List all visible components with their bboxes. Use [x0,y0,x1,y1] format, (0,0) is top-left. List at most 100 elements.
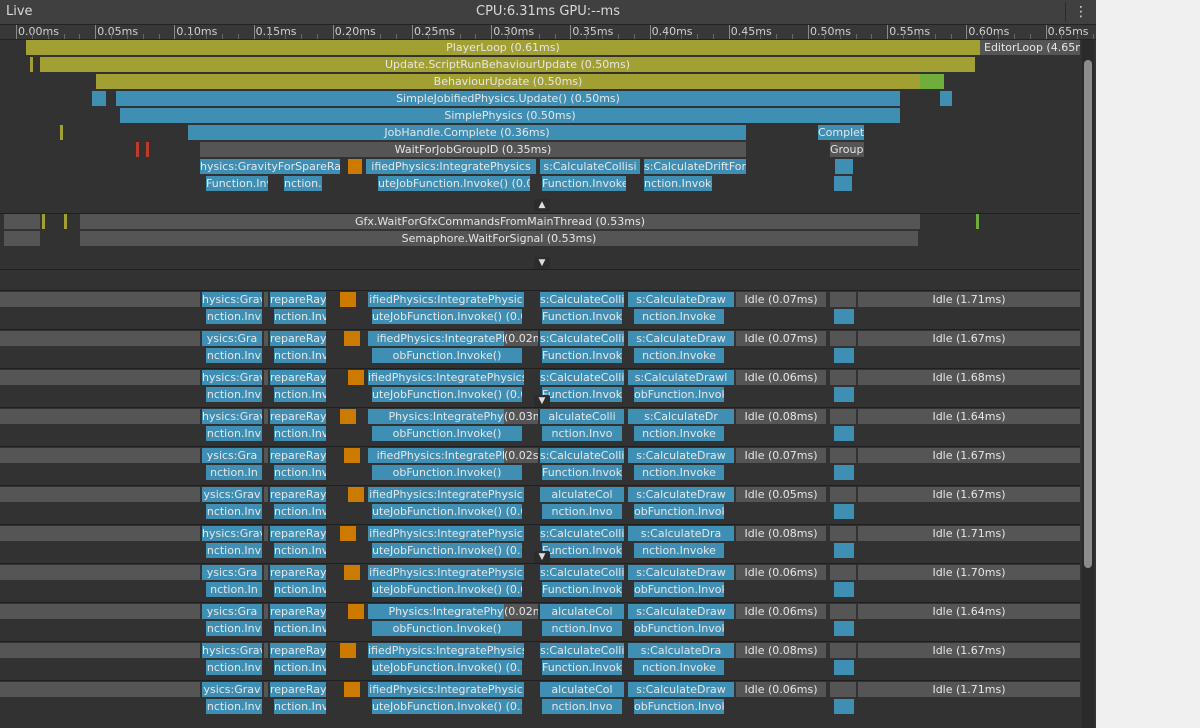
job-marker[interactable] [264,682,268,697]
invoke-marker[interactable] [834,621,854,636]
job-marker[interactable]: repareRayc [270,292,326,307]
job-marker[interactable]: s:CalculateDra [628,526,734,541]
invoke-marker[interactable]: Function.Invoke [542,387,622,402]
invoke-marker[interactable]: nction.Inv [206,543,262,558]
invoke-marker[interactable]: nction.Inv [274,426,326,441]
invoke-marker[interactable]: nction.Invo [542,426,622,441]
invoke-marker[interactable] [834,426,854,441]
job-marker[interactable]: repareRayc [270,487,326,502]
job-marker[interactable]: hysics:Grav [202,526,262,541]
job-marker[interactable] [830,448,856,463]
job-marker-highlight[interactable] [344,331,360,346]
invoke-marker[interactable] [834,582,854,597]
invoke-marker[interactable]: obFunction.Invoke [634,621,724,636]
job-marker[interactable]: s:CalculateDraw [628,604,734,619]
job-marker[interactable]: repareRayc [270,604,326,619]
invoke-marker[interactable]: Function.Invoke [542,309,622,324]
job-marker[interactable] [264,409,268,424]
invoke-marker[interactable]: nction.Invoke [634,348,724,363]
invoke-marker[interactable]: Function.Invoke [542,660,622,675]
job-marker[interactable]: s:CalculateDraw [628,448,734,463]
job-marker[interactable]: repareRayc [270,331,326,346]
invoke-marker[interactable]: nction.Inve [274,309,326,324]
worker-idle-bar[interactable]: Idle (1.64ms) [858,409,1080,424]
editor-loop-marker[interactable]: EditorLoop (4.65ms [980,40,1080,55]
job-marker[interactable] [830,370,856,385]
invoke-marker[interactable]: nction.Inv [206,348,262,363]
job-marker[interactable]: hysics:Grav [202,370,262,385]
job-marker[interactable]: ifiedPhysics:IntegratePhy [368,331,524,346]
job-marker[interactable]: s:CalculateDriftForSt [644,159,746,174]
worker-idle-bar[interactable]: Idle (0.06ms) [736,604,826,619]
job-marker[interactable]: repareRayo [270,526,326,541]
job-marker[interactable]: ysics:Grav [202,682,262,697]
job-marker[interactable]: s:CalculateDraw [628,331,734,346]
job-marker[interactable]: s:CalculateDra [628,643,734,658]
job-marker[interactable]: s:CalculateCollisi [540,370,624,385]
job-marker[interactable]: alculateCol [540,682,624,697]
worker-idle-bar[interactable]: Idle (1.71ms) [858,526,1080,541]
job-marker-highlight[interactable] [340,643,356,658]
worker-idle-bar[interactable]: Idle (0.08ms) [736,409,826,424]
job-marker[interactable]: hysics:Grav [202,292,262,307]
job-marker[interactable]: ysics:Gra [202,331,262,346]
invoke-marker[interactable]: uteJobFunction.Invoke() (0.0 [372,387,522,402]
job-marker[interactable] [830,604,856,619]
invoke-marker[interactable]: nction.Invoke [634,660,724,675]
worker-idle-bar[interactable] [0,448,200,463]
job-marker-highlight[interactable] [348,159,362,174]
worker-idle-bar[interactable]: Idle (1.67ms) [858,448,1080,463]
job-marker[interactable] [264,565,268,580]
invoke-marker[interactable]: obFunction.Invoke() [372,621,522,636]
job-marker[interactable] [830,682,856,697]
job-marker[interactable]: ifiedPhysics:IntegratePhysics [368,643,524,658]
job-marker[interactable]: hysics:GravityForSpareRay [200,159,340,174]
job-marker[interactable]: s:CalculateDraw [628,292,734,307]
invoke-marker[interactable]: nction.Invoke [644,176,712,191]
update-script-marker[interactable]: Update.ScriptRunBehaviourUpdate (0.50ms) [40,57,975,72]
job-marker[interactable] [830,487,856,502]
render-marker[interactable] [4,214,40,229]
job-marker[interactable]: s:CalculateCollis [540,331,624,346]
worker-idle-bar[interactable]: Idle (1.68ms) [858,370,1080,385]
job-marker[interactable]: repareRayc [270,370,326,385]
worker-idle-bar[interactable]: Idle (0.07ms) [736,292,826,307]
job-marker[interactable]: s:CalculateCollis [540,643,624,658]
complete-short-marker[interactable]: Complete [818,125,864,140]
job-marker[interactable]: (0.03m [504,409,538,424]
job-marker[interactable]: ifiedPhysics:IntegratePhysics [366,159,536,174]
worker-idle-bar[interactable] [0,370,200,385]
invoke-marker[interactable]: nction.Inve [274,582,326,597]
simple-physics-marker[interactable]: SimplePhysics (0.50ms) [120,108,900,123]
job-marker[interactable] [830,331,856,346]
invoke-marker[interactable]: obFunction.Invoke [634,699,724,714]
job-marker[interactable]: ifiedPhysics:IntegratePhy [368,448,524,463]
jobified-update-marker[interactable]: SimpleJobifiedPhysics.Update() (0.50ms) [116,91,900,106]
worker-idle-bar[interactable] [0,565,200,580]
invoke-marker[interactable]: nction.Inv [206,504,262,519]
job-marker-highlight[interactable] [340,292,356,307]
job-marker[interactable]: (0.02s [504,448,538,463]
invoke-marker[interactable]: nction.Inve [274,660,326,675]
job-marker[interactable]: ifiedPhysics:IntegratePhysic [368,682,524,697]
worker-idle-bar[interactable] [0,682,200,697]
wait-group-marker[interactable]: WaitForJobGroupID (0.35ms) [200,142,746,157]
invoke-marker[interactable]: Function.Invo [206,176,268,191]
invoke-marker[interactable]: nction.Inve [274,621,326,636]
job-marker-highlight[interactable] [344,565,360,580]
worker-idle-bar[interactable] [0,643,200,658]
job-marker[interactable]: s:CalculateCollisi [540,526,624,541]
job-marker-highlight[interactable] [344,448,360,463]
worker-idle-bar[interactable]: Idle (1.71ms) [858,682,1080,697]
invoke-marker[interactable]: nction.Inv [274,387,326,402]
expand-worker-icon[interactable]: ▼ [534,551,550,563]
invoke-marker[interactable]: obFunction.Invoke() [372,426,522,441]
invoke-marker[interactable]: nction.In [284,176,322,191]
worker-idle-bar[interactable]: Idle (0.06ms) [736,682,826,697]
invoke-marker[interactable]: nction.Inve [274,699,326,714]
invoke-marker[interactable]: uteJobFunction.Invoke() (0.0 [372,582,522,597]
job-marker[interactable]: hysics:Grav [202,643,262,658]
job-marker[interactable] [830,565,856,580]
invoke-marker[interactable]: nction.Invoke [634,543,724,558]
job-marker[interactable]: ysics:Gra [202,565,262,580]
